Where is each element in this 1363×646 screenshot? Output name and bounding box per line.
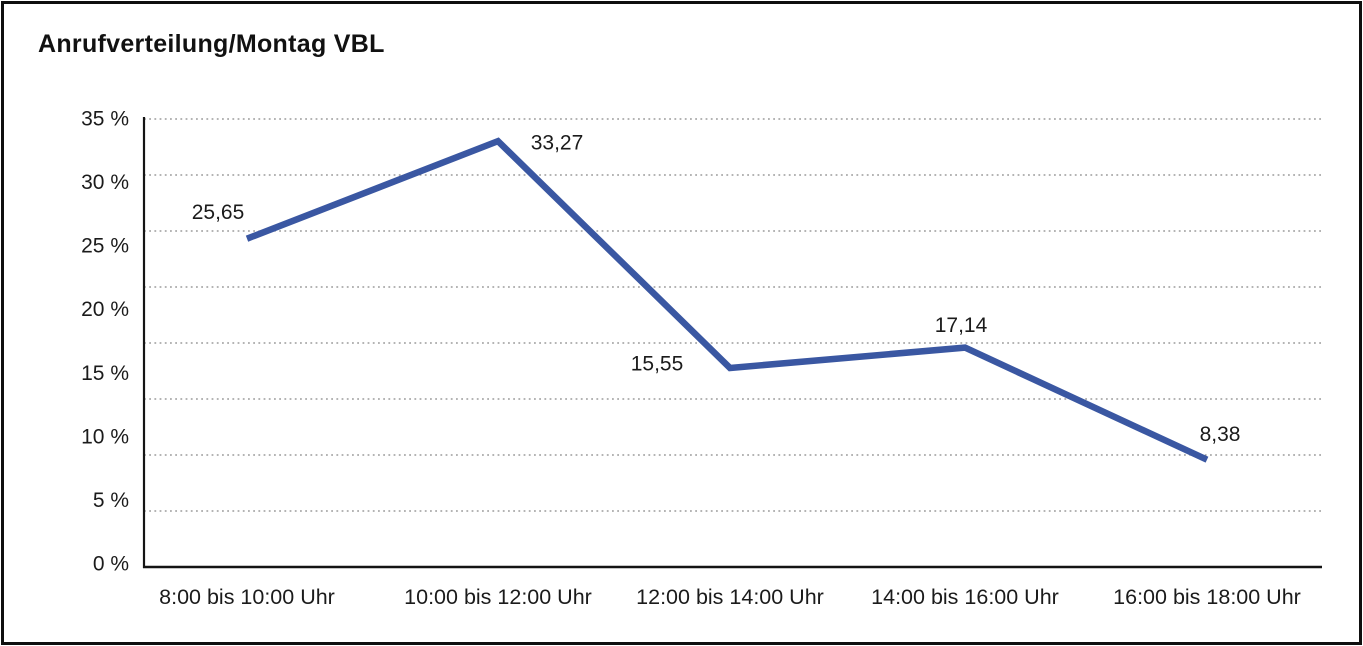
x-category-label: 12:00 bis 14:00 Uhr — [636, 585, 824, 609]
data-point-label: 15,55 — [631, 352, 684, 375]
data-line — [245, 137, 1209, 463]
y-tick-label: 0 % — [93, 553, 129, 576]
x-category-label: 8:00 bis 10:00 Uhr — [159, 585, 335, 609]
chart-title: Anrufverteilung/Montag VBL — [38, 30, 385, 58]
y-tick-label: 20 % — [81, 298, 129, 321]
y-tick-label: 15 % — [81, 362, 129, 385]
data-point-label: 25,65 — [192, 201, 245, 224]
x-category-label: 14:00 bis 16:00 Uhr — [871, 585, 1059, 609]
y-tick-label: 25 % — [81, 235, 129, 258]
y-tick-label: 10 % — [81, 425, 129, 448]
data-point-label: 17,14 — [935, 314, 988, 337]
x-category-label: 16:00 bis 18:00 Uhr — [1113, 585, 1301, 609]
data-point-label: 8,38 — [1200, 423, 1241, 446]
y-tick-label: 5 % — [93, 489, 129, 512]
y-tick-label: 35 % — [81, 108, 129, 131]
x-category-label: 10:00 bis 12:00 Uhr — [404, 585, 592, 609]
data-point-label: 33,27 — [531, 132, 584, 155]
y-tick-label: 30 % — [81, 171, 129, 194]
